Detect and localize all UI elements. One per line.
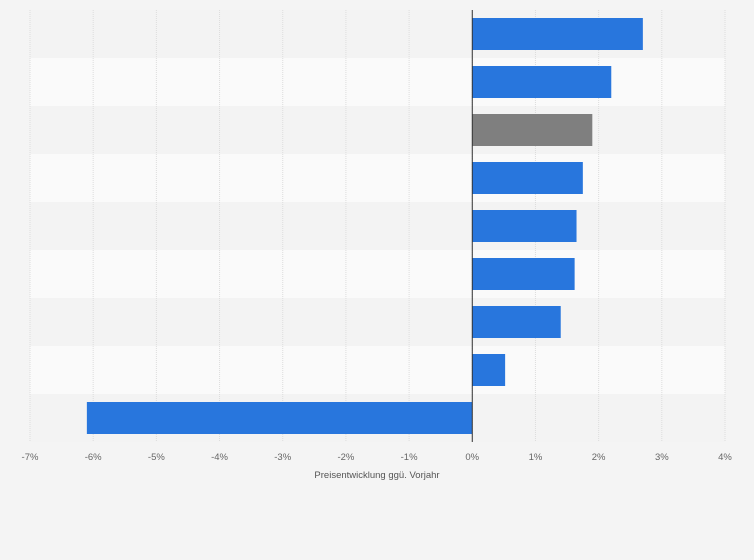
row-band	[30, 154, 725, 202]
row-band	[30, 346, 725, 394]
x-tick-label: 0%	[465, 452, 479, 463]
x-tick-label: -6%	[85, 452, 102, 463]
x-tick-label: -1%	[401, 452, 418, 463]
x-axis-title: Preisentwicklung ggü. Vorjahr	[314, 470, 439, 481]
bar[interactable]	[472, 354, 506, 386]
x-axis-tick-labels: -7% -6% -5% -4% -3% -2% -1% 0% 1% 2% 3% 4%	[22, 452, 733, 463]
bar[interactable]	[472, 258, 575, 290]
x-tick-label: -4%	[211, 452, 228, 463]
row-band	[30, 250, 725, 298]
x-tick-label: 2%	[592, 452, 606, 463]
x-tick-label: -3%	[274, 452, 291, 463]
row-band	[30, 298, 725, 346]
bars	[86, 18, 643, 434]
x-tick-label: -7%	[22, 452, 39, 463]
bar[interactable]	[472, 114, 593, 146]
bar[interactable]	[472, 18, 643, 50]
x-tick-label: 4%	[718, 452, 732, 463]
x-tick-label: -5%	[148, 452, 165, 463]
bar[interactable]	[472, 66, 612, 98]
bar[interactable]	[472, 210, 577, 242]
row-band	[30, 106, 725, 154]
bar[interactable]	[86, 402, 473, 434]
x-tick-label: 1%	[529, 452, 543, 463]
row-band	[30, 202, 725, 250]
bar[interactable]	[472, 162, 583, 194]
x-tick-label: 3%	[655, 452, 669, 463]
row-bands	[30, 10, 725, 442]
x-tick-label: -2%	[337, 452, 354, 463]
bar[interactable]	[472, 306, 561, 338]
row-band	[30, 58, 725, 106]
